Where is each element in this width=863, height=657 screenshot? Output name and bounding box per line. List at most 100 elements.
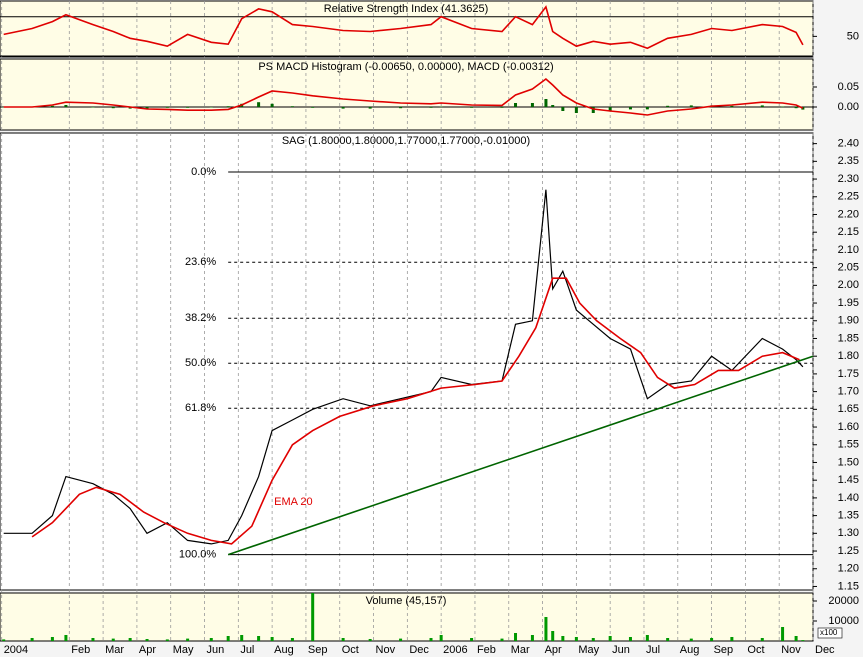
y-tick-label: 1.55: [838, 439, 859, 451]
y-tick-label: 1.90: [838, 315, 859, 327]
panel-title: PS MACD Histogram (-0.00650, 0.00000), M…: [258, 61, 553, 73]
bar: [551, 105, 555, 107]
x-tick-label: 2006: [443, 644, 467, 656]
series-line: [3, 77, 804, 116]
y-tick-label: 1.85: [838, 332, 859, 344]
bar: [544, 617, 548, 641]
y-tick-label: 2.00: [838, 279, 859, 291]
y-tick-label: 1.70: [838, 386, 859, 398]
bar: [439, 106, 443, 108]
series-line: [227, 355, 814, 556]
x-tick-label: 2004: [4, 644, 28, 656]
bar: [429, 107, 433, 108]
y-tick-label: 50: [847, 30, 859, 42]
x-tick-label: Feb: [477, 644, 496, 656]
bar: [666, 105, 670, 107]
y-tick-label: 1.60: [838, 421, 859, 433]
bar: [530, 635, 534, 641]
bar: [64, 635, 68, 641]
bar: [290, 106, 294, 107]
series-line: [31, 277, 800, 545]
bar: [165, 107, 169, 108]
bar: [341, 107, 345, 109]
bar: [470, 107, 474, 108]
x-tick-label: Dec: [815, 644, 835, 656]
y-tick-label: 1.25: [838, 545, 859, 557]
bar: [628, 107, 632, 110]
x-tick-label: Sep: [308, 644, 328, 656]
bar: [470, 638, 474, 641]
y-tick-label: 1.75: [838, 368, 859, 380]
bar: [399, 638, 403, 641]
x-tick-label: Aug: [680, 644, 700, 656]
x-tick-label: Sep: [714, 644, 734, 656]
panel-title: Relative Strength Index (41.3625): [324, 3, 489, 15]
bar: [91, 638, 95, 641]
fib-label: 0.0%: [191, 166, 216, 178]
panel-background: [0, 132, 814, 591]
bar: [226, 106, 230, 107]
x-tick-label: Oct: [342, 644, 359, 656]
y-tick-label: 1.20: [838, 563, 859, 575]
y-tick-label: 1.30: [838, 527, 859, 539]
bar: [760, 638, 764, 641]
bar: [429, 638, 433, 641]
bar: [794, 107, 798, 109]
x-tick-label: Jul: [240, 644, 254, 656]
y-tick-label: 1.45: [838, 474, 859, 486]
series-label: EMA 20: [274, 496, 313, 508]
bar: [544, 99, 548, 107]
bar: [514, 103, 518, 107]
x-tick-label: Mar: [105, 644, 124, 656]
bar: [111, 638, 115, 641]
bar: [801, 107, 805, 110]
bar: [666, 638, 670, 641]
bar: [2, 639, 6, 641]
bar: [730, 105, 734, 107]
bar: [561, 107, 565, 111]
bar: [760, 105, 764, 107]
bar: [551, 631, 555, 641]
bar: [209, 107, 213, 108]
bar: [226, 636, 230, 641]
y-tick-label: 1.95: [838, 297, 859, 309]
panel-background: [0, 0, 814, 58]
y-tick-label: 2.30: [838, 173, 859, 185]
y-tick-label: 20000: [828, 595, 859, 607]
bar: [91, 107, 95, 108]
bar: [645, 107, 649, 110]
bar: [368, 107, 372, 109]
fib-label: 50.0%: [185, 357, 216, 369]
y-tick-label: 0.00: [838, 101, 859, 113]
y-tick-label: 1.35: [838, 510, 859, 522]
y-tick-label: 2.35: [838, 155, 859, 167]
panel-title: SAG (1.80000,1.80000,1.77000,1.77000,-0.…: [282, 135, 530, 147]
bar: [257, 636, 261, 641]
panel-background: [0, 58, 814, 131]
bar: [240, 635, 244, 641]
x-tick-label: Oct: [747, 644, 764, 656]
bar: [311, 107, 315, 108]
y-tick-label: 2.10: [838, 244, 859, 256]
panel-title: Volume (45,157): [366, 595, 447, 607]
bar: [561, 636, 565, 641]
bar: [608, 107, 612, 111]
x-tick-label: May: [578, 644, 599, 656]
x-tick-label: Nov: [781, 644, 801, 656]
y-tick-label: 1.65: [838, 403, 859, 415]
bar: [794, 636, 798, 641]
bar: [290, 638, 294, 641]
unit-box: [817, 627, 843, 639]
bar: [270, 103, 274, 107]
bar: [111, 107, 115, 109]
bar: [574, 637, 578, 641]
bar: [730, 637, 734, 641]
bar: [399, 107, 403, 109]
x-tick-label: Aug: [274, 644, 294, 656]
y-tick-label: 0.05: [838, 81, 859, 93]
x-tick-label: Apr: [545, 644, 562, 656]
x-tick-label: Jun: [612, 644, 630, 656]
bar: [689, 638, 693, 641]
x-tick-label: Feb: [71, 644, 90, 656]
